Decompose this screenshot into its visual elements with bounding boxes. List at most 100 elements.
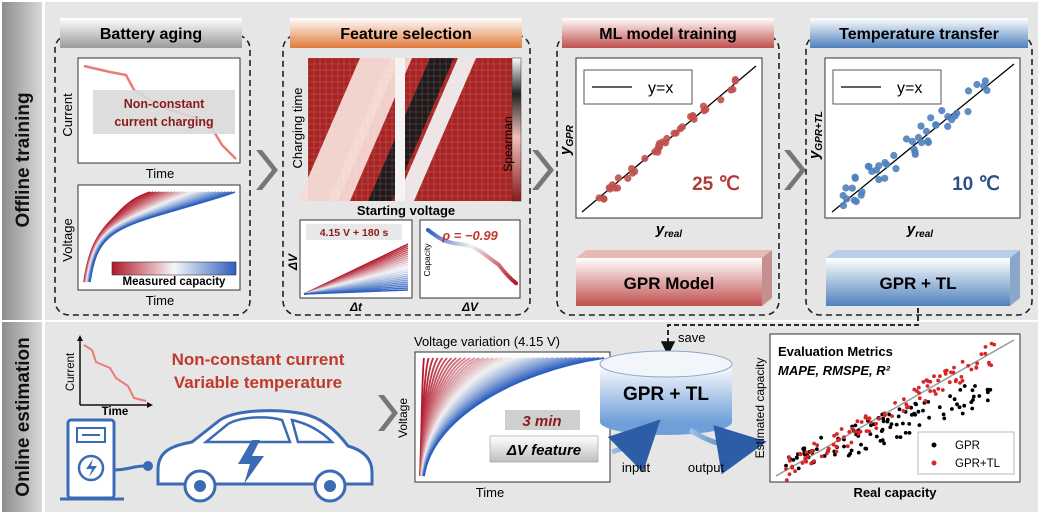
offline-label: Offline training — [13, 92, 34, 227]
eval-point-gprtl — [921, 380, 926, 384]
condition-line2: Variable temperature — [174, 373, 342, 392]
chevron-right-icon — [784, 150, 806, 190]
sub2-xlabel: ΔV — [461, 300, 479, 314]
tl-point — [875, 162, 883, 170]
gpr-tl-model-label: GPR + TL — [880, 274, 957, 293]
eval-point-gprtl — [824, 451, 829, 456]
eval-point-gprtl — [845, 444, 850, 449]
eval-point-gpr — [948, 394, 952, 399]
ml-point — [641, 154, 649, 163]
eval-point-gprtl — [831, 442, 836, 447]
eval-point-gpr — [819, 435, 823, 440]
eval-point-gprtl — [787, 459, 792, 463]
eval-point-gprtl — [868, 420, 873, 425]
eval-point-gprtl — [952, 365, 956, 370]
eval-point-gprtl — [834, 444, 839, 449]
ml-point — [678, 123, 687, 131]
tl-point — [964, 87, 973, 95]
electric-car-icon — [156, 409, 374, 503]
aging-colorbar — [111, 261, 237, 276]
eval-point-gprtl — [812, 459, 816, 464]
sub1-label-bg — [306, 224, 402, 240]
eval-point-gprtl — [890, 414, 894, 418]
eval-point-gpr — [941, 412, 946, 417]
tl-point — [911, 150, 919, 158]
eval-point-gprtl — [839, 427, 844, 431]
eval-point-gpr — [849, 448, 854, 453]
eval-point-gpr — [913, 401, 918, 406]
eval-point-gprtl — [917, 396, 922, 401]
eval-point-gpr — [874, 434, 879, 439]
spearman-heatmap — [298, 57, 518, 201]
tl-point — [964, 108, 972, 116]
eval-identity-line — [775, 339, 1015, 477]
eval-point-gpr — [869, 423, 873, 428]
eval-point-gpr — [896, 414, 901, 419]
charging-station-icon — [60, 418, 153, 501]
eval-point-gpr — [913, 412, 918, 417]
eval-point-gprtl — [867, 429, 872, 434]
eval-point-gprtl — [936, 378, 941, 383]
voltage-variation-xlabel: Time — [476, 485, 504, 500]
eval-point-gprtl — [989, 363, 994, 368]
capacity-dv-points — [426, 228, 518, 286]
eval-point-gpr — [971, 394, 976, 399]
eval-point-gpr — [921, 408, 925, 413]
eval-title: Evaluation Metrics — [778, 344, 893, 359]
aging-note-line2: current charging — [114, 115, 213, 129]
battery-aging-title: Battery aging — [100, 26, 202, 43]
ml-point — [608, 181, 617, 189]
spearman-colorbar — [511, 57, 522, 202]
eval-point-gpr — [960, 411, 965, 416]
tl-point — [881, 174, 889, 182]
eval-point-gpr — [898, 435, 903, 439]
voltage-variation-curve — [423, 357, 605, 477]
ml-point — [670, 129, 678, 137]
eval-point-gprtl — [947, 380, 952, 385]
ml-point — [700, 107, 708, 115]
save-arrow — [660, 308, 919, 356]
tl-point — [851, 174, 859, 182]
eval-point-gprtl — [979, 352, 984, 357]
eval-point-gprtl — [912, 387, 917, 392]
aging-current-ylabel: Current — [60, 93, 75, 137]
input-arrow — [607, 419, 661, 473]
eval-point-gpr — [846, 453, 851, 458]
eval-point-gpr — [853, 423, 858, 428]
eval-point-gprtl — [849, 440, 854, 445]
eval-point-gprtl — [940, 388, 945, 392]
eval-point-gprtl — [793, 469, 797, 474]
eval-point-gpr — [986, 390, 990, 395]
tl-point — [890, 151, 898, 160]
tl-ylabel: yGPR+TL — [806, 111, 825, 160]
tl-legend-text: y=x — [897, 80, 922, 97]
eval-point-gprtl — [893, 401, 897, 405]
eval-xlabel: Real capacity — [853, 485, 937, 500]
eval-point-gprtl — [938, 374, 942, 378]
eval-point-gpr — [856, 450, 861, 455]
eval-point-gprtl — [932, 389, 937, 393]
eval-point-gpr — [880, 427, 885, 432]
temperature-transfer-title-bg — [810, 18, 1028, 48]
eval-point-gpr — [881, 419, 886, 424]
eval-point-gprtl — [790, 466, 795, 470]
eval-point-gprtl — [983, 345, 988, 349]
ml-training-title: ML model training — [599, 26, 736, 43]
eval-point-gprtl — [819, 454, 824, 459]
eval-point-gprtl — [917, 391, 921, 395]
eval-point-gpr — [952, 397, 957, 402]
feature-selection-box — [282, 34, 531, 316]
eval-point-gprtl — [784, 467, 788, 471]
legend-gpr-marker — [931, 442, 937, 448]
chevron-right-icon — [532, 150, 554, 190]
ml-training-box — [556, 34, 780, 316]
eval-point-gpr — [937, 405, 942, 410]
eval-point-gprtl — [798, 452, 802, 456]
eval-metrics: MAPE, RMSPE, R² — [778, 363, 891, 378]
aging-note-line1: Non-constant — [124, 97, 205, 111]
output-label: output — [688, 460, 725, 475]
gpr-model-block — [576, 250, 772, 306]
eval-point-gprtl — [877, 416, 881, 421]
heatmap-band — [368, 58, 454, 201]
eval-point-gprtl — [815, 443, 820, 448]
